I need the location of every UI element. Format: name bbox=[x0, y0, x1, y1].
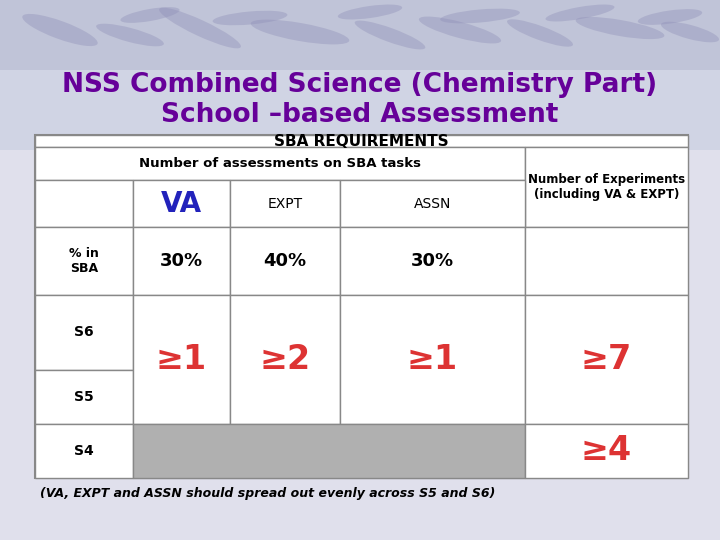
Bar bbox=[35, 424, 133, 478]
Text: EXPT: EXPT bbox=[267, 197, 302, 211]
Bar bbox=[525, 424, 688, 478]
Text: ≥4: ≥4 bbox=[581, 435, 632, 468]
Ellipse shape bbox=[338, 4, 402, 19]
Bar bbox=[340, 295, 525, 424]
Text: ≥2: ≥2 bbox=[259, 343, 310, 376]
Bar bbox=[35, 180, 133, 227]
Ellipse shape bbox=[355, 21, 426, 50]
Ellipse shape bbox=[251, 19, 349, 44]
Text: S4: S4 bbox=[74, 444, 94, 458]
Text: ASSN: ASSN bbox=[414, 197, 451, 211]
Bar bbox=[525, 147, 688, 227]
Text: 40%: 40% bbox=[264, 252, 307, 270]
Ellipse shape bbox=[96, 24, 164, 46]
Text: Number of assessments on SBA tasks: Number of assessments on SBA tasks bbox=[139, 157, 421, 170]
Text: ≥1: ≥1 bbox=[156, 343, 207, 376]
Ellipse shape bbox=[638, 9, 702, 25]
Bar bbox=[525, 227, 688, 295]
Bar bbox=[35, 227, 133, 295]
Bar bbox=[35, 147, 525, 180]
Bar bbox=[133, 295, 230, 424]
Text: (VA, EXPT and ASSN should spread out evenly across S5 and S6): (VA, EXPT and ASSN should spread out eve… bbox=[40, 487, 495, 500]
Bar bbox=[525, 295, 688, 424]
Ellipse shape bbox=[159, 8, 241, 49]
Ellipse shape bbox=[419, 17, 501, 43]
Text: 30%: 30% bbox=[160, 252, 203, 270]
Text: NSS Combined Science (Chemistry Part): NSS Combined Science (Chemistry Part) bbox=[63, 72, 657, 98]
Text: ≥7: ≥7 bbox=[581, 343, 632, 376]
Text: S6: S6 bbox=[74, 326, 94, 340]
Text: ≥1: ≥1 bbox=[407, 343, 458, 376]
Bar bbox=[230, 227, 340, 295]
Ellipse shape bbox=[120, 7, 179, 23]
Text: 30%: 30% bbox=[411, 252, 454, 270]
Ellipse shape bbox=[546, 4, 614, 22]
Ellipse shape bbox=[22, 14, 98, 46]
Text: SBA REQUIREMENTS: SBA REQUIREMENTS bbox=[274, 133, 449, 148]
Ellipse shape bbox=[507, 19, 573, 46]
Text: S5: S5 bbox=[74, 390, 94, 404]
Ellipse shape bbox=[440, 9, 520, 23]
Text: VA: VA bbox=[161, 190, 202, 218]
Text: % in
SBA: % in SBA bbox=[69, 247, 99, 275]
Bar bbox=[0, 0, 720, 70]
Bar bbox=[340, 180, 525, 227]
Bar bbox=[0, 150, 720, 540]
Text: Number of Experiments
(including VA & EXPT): Number of Experiments (including VA & EX… bbox=[528, 173, 685, 201]
Bar bbox=[35, 135, 688, 147]
Bar bbox=[35, 295, 133, 370]
Bar bbox=[133, 227, 230, 295]
Text: School –based Assessment: School –based Assessment bbox=[161, 102, 559, 128]
Ellipse shape bbox=[212, 11, 287, 25]
Bar bbox=[0, 70, 720, 150]
Bar bbox=[133, 424, 525, 478]
Bar bbox=[35, 135, 688, 478]
Ellipse shape bbox=[576, 17, 665, 39]
Bar bbox=[230, 180, 340, 227]
Bar bbox=[340, 227, 525, 295]
Bar bbox=[230, 295, 340, 424]
Ellipse shape bbox=[661, 22, 719, 42]
Bar bbox=[35, 370, 133, 424]
Bar bbox=[133, 180, 230, 227]
